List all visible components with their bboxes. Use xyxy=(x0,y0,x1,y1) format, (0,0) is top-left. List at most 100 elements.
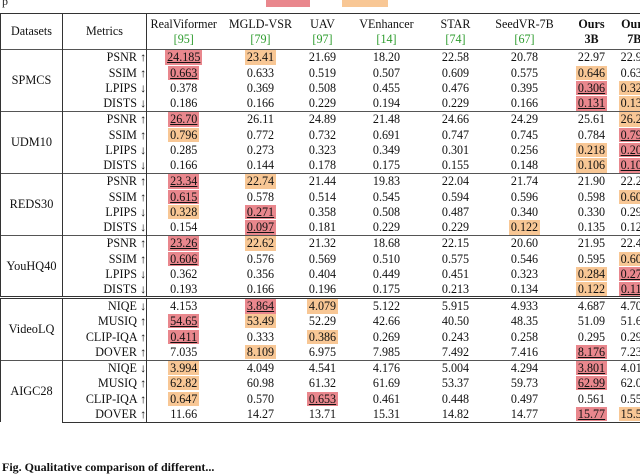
second-best-value: 0.284 xyxy=(576,267,607,281)
value: 0.508 xyxy=(371,205,402,219)
metric-label: PSNR ↑ xyxy=(63,50,147,66)
value-cell: 0.600 xyxy=(617,251,640,267)
value: 6.975 xyxy=(307,345,338,359)
value: 5.915 xyxy=(440,299,471,313)
value-cell: 26.26 xyxy=(617,112,640,128)
value-cell: 21.95 xyxy=(567,236,617,252)
value-cell: 0.487 xyxy=(429,205,483,221)
value-cell: 15.77 xyxy=(567,407,617,423)
value-cell: 4.015 xyxy=(617,360,640,376)
value-cell: 0.545 xyxy=(345,189,429,205)
value: 0.323 xyxy=(307,143,338,157)
value-cell: 0.356 xyxy=(221,267,301,283)
value-cell: 5.004 xyxy=(429,360,483,376)
value-cell: 11.66 xyxy=(147,407,221,423)
value-cell: 51.09 xyxy=(567,314,617,330)
caption-fragment: p xyxy=(2,0,8,9)
value: 0.144 xyxy=(245,158,276,172)
value-cell: 0.284 xyxy=(567,267,617,283)
value: 53.37 xyxy=(440,376,471,390)
value-cell: 0.575 xyxy=(429,251,483,267)
value-cell: 0.497 xyxy=(483,391,567,407)
value-cell: 0.796 xyxy=(147,127,221,143)
value: 0.545 xyxy=(371,190,402,204)
value: 7.236 xyxy=(619,345,640,359)
value: 26.11 xyxy=(245,112,276,126)
metric-label: CLIP-IQA ↑ xyxy=(63,391,147,407)
value-cell: 21.32 xyxy=(301,236,345,252)
value-cell: 23.26 xyxy=(147,236,221,252)
metric-label: LPIPS ↓ xyxy=(63,205,147,221)
second-best-value: 53.49 xyxy=(245,314,276,328)
value: 0.301 xyxy=(440,143,471,157)
value: 0.575 xyxy=(509,66,540,80)
value-cell: 4.294 xyxy=(483,360,567,376)
value-cell: 0.451 xyxy=(429,267,483,283)
value: 0.596 xyxy=(509,190,540,204)
value: 0.507 xyxy=(371,66,402,80)
metric-label: NIQE ↓ xyxy=(63,360,147,376)
value: 0.638 xyxy=(619,66,640,80)
value-cell: 0.213 xyxy=(429,282,483,298)
value-cell: 60.98 xyxy=(221,376,301,392)
value: 61.69 xyxy=(371,376,402,390)
col-header-ours-7b: Ours7B xyxy=(617,14,640,50)
value: 0.519 xyxy=(307,66,338,80)
best-value: 54.65 xyxy=(168,314,199,328)
best-value: 0.203 xyxy=(619,143,640,157)
value: 22.58 xyxy=(440,50,471,64)
value: 62.00 xyxy=(619,376,640,390)
value-cell: 0.178 xyxy=(301,158,345,174)
value: 0.356 xyxy=(245,267,276,281)
value-cell: 0.647 xyxy=(147,391,221,407)
value: 0.243 xyxy=(440,330,471,344)
metric-label: DISTS ↓ xyxy=(63,158,147,174)
value: 0.448 xyxy=(440,392,471,406)
value: 22.15 xyxy=(440,236,471,250)
value: 15.31 xyxy=(371,407,402,421)
value-cell: 21.69 xyxy=(301,50,345,66)
value: 0.514 xyxy=(307,190,338,204)
best-value: 0.615 xyxy=(168,190,199,204)
value: 0.595 xyxy=(576,252,607,266)
best-value: 15.77 xyxy=(576,407,607,421)
value-cell: 0.411 xyxy=(147,329,221,345)
value: 4.687 xyxy=(576,299,607,313)
metric-label: SSIM ↑ xyxy=(63,65,147,81)
value: 0.166 xyxy=(245,96,276,110)
value-cell: 0.461 xyxy=(345,391,429,407)
value-cell: 0.349 xyxy=(345,143,429,159)
value-cell: 0.203 xyxy=(617,143,640,159)
value-cell: 0.561 xyxy=(567,391,617,407)
value: 0.296 xyxy=(619,330,640,344)
value: 0.166 xyxy=(245,282,276,296)
best-value: 0.101 xyxy=(619,158,640,172)
value: 0.575 xyxy=(440,252,471,266)
results-table: Datasets Metrics RealViformer[95] MGLD-V… xyxy=(0,13,640,423)
value-cell: 0.166 xyxy=(147,158,221,174)
value-cell: 7.035 xyxy=(147,345,221,361)
value-cell: 8.176 xyxy=(567,345,617,361)
metric-label: SSIM ↑ xyxy=(63,251,147,267)
second-best-value: 0.646 xyxy=(576,66,607,80)
best-value: 0.606 xyxy=(168,252,199,266)
best-value: 23.26 xyxy=(168,236,199,250)
col-header-datasets: Datasets xyxy=(1,14,63,50)
metric-label: PSNR ↑ xyxy=(63,236,147,252)
metric-label: DISTS ↓ xyxy=(63,96,147,112)
value-cell: 0.110 xyxy=(617,282,640,298)
dataset-label: SPMCS xyxy=(1,50,63,112)
value-cell: 24.29 xyxy=(483,112,567,128)
value: 0.772 xyxy=(245,128,276,142)
best-value: 8.176 xyxy=(576,345,607,359)
value: 0.476 xyxy=(440,81,471,95)
value: 0.295 xyxy=(576,330,607,344)
value-cell: 0.166 xyxy=(221,96,301,112)
